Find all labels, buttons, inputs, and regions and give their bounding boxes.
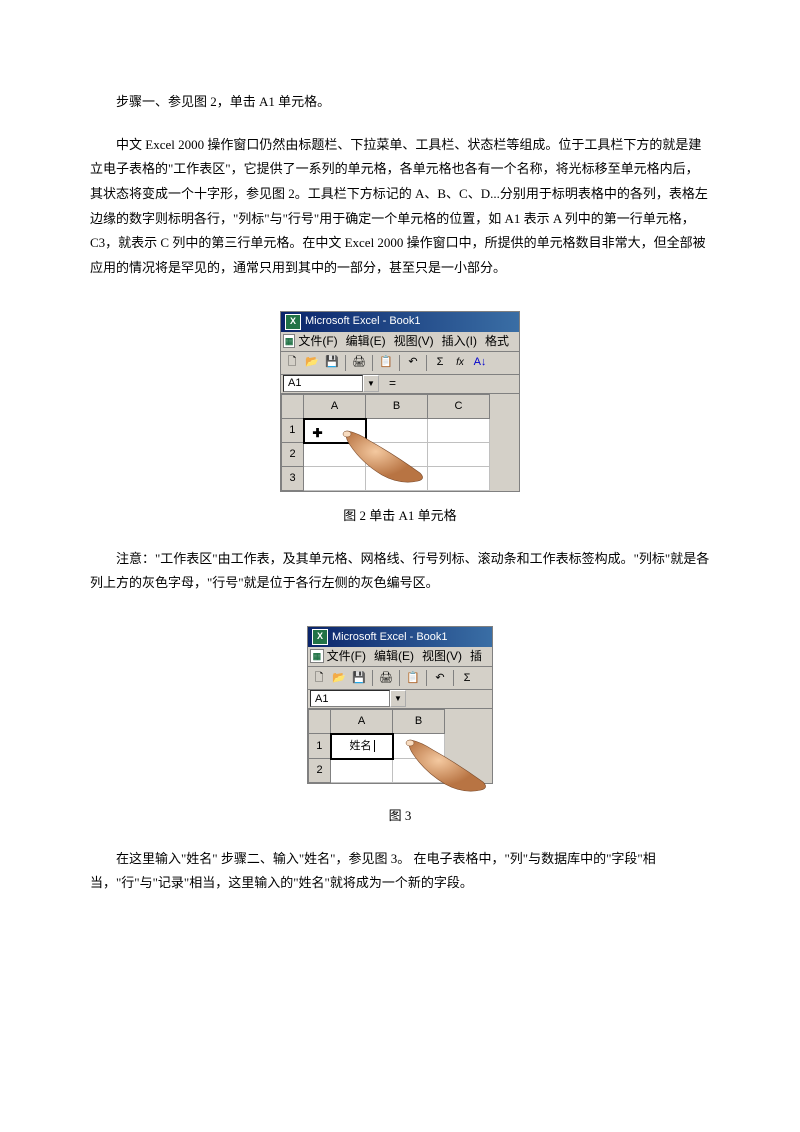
excel-app-icon: X [312, 629, 328, 645]
row-header-2[interactable]: 2 [282, 443, 304, 467]
menu-insert[interactable]: 插 [470, 645, 482, 668]
cell-b3[interactable] [366, 466, 428, 490]
excel-window: X Microsoft Excel - Book1 ▦ 文件(F) 编辑(E) … [280, 311, 520, 492]
namebox[interactable]: A1 [310, 690, 390, 707]
figure-2-caption: 图 2 单击 A1 单元格 [90, 504, 710, 529]
separator [372, 355, 373, 371]
menu-view[interactable]: 视图(V) [394, 330, 434, 353]
note-paragraph: 注意："工作表区"由工作表，及其单元格、网格线、行号列标、滚动条和工作表标签构成… [90, 547, 710, 596]
figure-2: X Microsoft Excel - Book1 ▦ 文件(F) 编辑(E) … [90, 311, 710, 492]
fx-icon[interactable]: fx [451, 354, 469, 372]
cell-c1[interactable] [428, 419, 490, 443]
save-icon[interactable]: 💾 [323, 354, 341, 372]
undo-icon[interactable]: ↶ [404, 354, 422, 372]
excel-window: X Microsoft Excel - Book1 ▦ 文件(F) 编辑(E) … [307, 626, 493, 784]
column-header-a[interactable]: A [331, 709, 393, 733]
menu-file[interactable]: 文件(F) [327, 645, 366, 668]
cell-input-value: 姓名 [350, 740, 372, 752]
cell-a2[interactable] [304, 443, 366, 467]
explanation-paragraph: 中文 Excel 2000 操作窗口仍然由标题栏、下拉菜单、工具栏、状态栏等组成… [90, 133, 710, 281]
separator [426, 670, 427, 686]
separator [372, 670, 373, 686]
open-icon[interactable]: 📂 [303, 354, 321, 372]
menu-file[interactable]: 文件(F) [298, 330, 337, 353]
row-header-1[interactable]: 1 [282, 419, 304, 443]
new-icon[interactable]: 🗋 [310, 669, 328, 687]
toolbar: 🗋 📂 💾 🖨 📋 ↶ Σ fx A↓ [281, 352, 519, 375]
cell-a2[interactable] [331, 759, 393, 783]
separator [399, 355, 400, 371]
print-icon[interactable]: 🖨 [377, 669, 395, 687]
autosum-icon[interactable]: Σ [431, 354, 449, 372]
namebox-dropdown-icon[interactable]: ▼ [390, 690, 406, 707]
autosum-icon[interactable]: Σ [458, 669, 476, 687]
namebox-dropdown-icon[interactable]: ▼ [363, 375, 379, 392]
menu-edit[interactable]: 编辑(E) [346, 330, 386, 353]
step1-paragraph: 步骤一、参见图 2，单击 A1 单元格。 [90, 90, 710, 115]
cell-b2[interactable] [366, 443, 428, 467]
excel-screenshot-2: X Microsoft Excel - Book1 ▦ 文件(F) 编辑(E) … [280, 311, 520, 492]
column-header-b[interactable]: B [393, 709, 445, 733]
formula-equals: = [389, 372, 396, 395]
cross-cursor-icon: ✚ [313, 422, 323, 445]
row-header-3[interactable]: 3 [282, 466, 304, 490]
cell-a1[interactable]: ✚ [304, 419, 366, 443]
separator [399, 670, 400, 686]
excel-app-icon: X [285, 314, 301, 330]
new-icon[interactable]: 🗋 [283, 354, 301, 372]
document-page: 步骤一、参见图 2，单击 A1 单元格。 中文 Excel 2000 操作窗口仍… [0, 0, 800, 962]
titlebar: X Microsoft Excel - Book1 [281, 312, 519, 332]
workbook-icon: ▦ [310, 649, 324, 663]
select-all-corner[interactable] [282, 394, 304, 418]
cell-b1[interactable] [366, 419, 428, 443]
spreadsheet-grid: A B C 1 ✚ 2 [281, 394, 490, 491]
cell-b2[interactable] [393, 759, 445, 783]
step2-paragraph: 在这里输入"姓名" 步骤二、输入"姓名"，参见图 3。 在电子表格中，"列"与数… [90, 847, 710, 896]
paste-icon[interactable]: 📋 [377, 354, 395, 372]
open-icon[interactable]: 📂 [330, 669, 348, 687]
menubar: ▦ 文件(F) 编辑(E) 视图(V) 插入(I) 格式 [281, 332, 519, 352]
separator [426, 355, 427, 371]
undo-icon[interactable]: ↶ [431, 669, 449, 687]
titlebar: X Microsoft Excel - Book1 [308, 627, 492, 647]
menu-view[interactable]: 视图(V) [422, 645, 462, 668]
print-icon[interactable]: 🖨 [350, 354, 368, 372]
cell-c2[interactable] [428, 443, 490, 467]
namebox-row: A1 ▼ [308, 690, 492, 709]
namebox-row: A1 ▼ = [281, 375, 519, 394]
figure-3: X Microsoft Excel - Book1 ▦ 文件(F) 编辑(E) … [90, 626, 710, 784]
column-header-c[interactable]: C [428, 394, 490, 418]
column-header-a[interactable]: A [304, 394, 366, 418]
spreadsheet-grid: A B 1 姓名 2 [308, 709, 445, 783]
save-icon[interactable]: 💾 [350, 669, 368, 687]
sort-asc-icon[interactable]: A↓ [471, 354, 489, 372]
namebox[interactable]: A1 [283, 375, 363, 392]
separator [453, 670, 454, 686]
cell-b1[interactable] [393, 734, 445, 759]
select-all-corner[interactable] [309, 709, 331, 733]
menu-edit[interactable]: 编辑(E) [374, 645, 414, 668]
row-header-2[interactable]: 2 [309, 759, 331, 783]
column-header-b[interactable]: B [366, 394, 428, 418]
menu-format[interactable]: 格式 [485, 330, 509, 353]
cell-a3[interactable] [304, 466, 366, 490]
text-caret-icon [374, 740, 375, 752]
menubar: ▦ 文件(F) 编辑(E) 视图(V) 插 [308, 647, 492, 667]
menu-insert[interactable]: 插入(I) [442, 330, 477, 353]
row-header-1[interactable]: 1 [309, 734, 331, 759]
workbook-icon: ▦ [283, 334, 295, 348]
excel-screenshot-3: X Microsoft Excel - Book1 ▦ 文件(F) 编辑(E) … [307, 626, 493, 784]
cell-a1[interactable]: 姓名 [331, 734, 393, 759]
paste-icon[interactable]: 📋 [404, 669, 422, 687]
figure-3-caption: 图 3 [90, 804, 710, 829]
toolbar: 🗋 📂 💾 🖨 📋 ↶ Σ [308, 667, 492, 690]
separator [345, 355, 346, 371]
cell-c3[interactable] [428, 466, 490, 490]
